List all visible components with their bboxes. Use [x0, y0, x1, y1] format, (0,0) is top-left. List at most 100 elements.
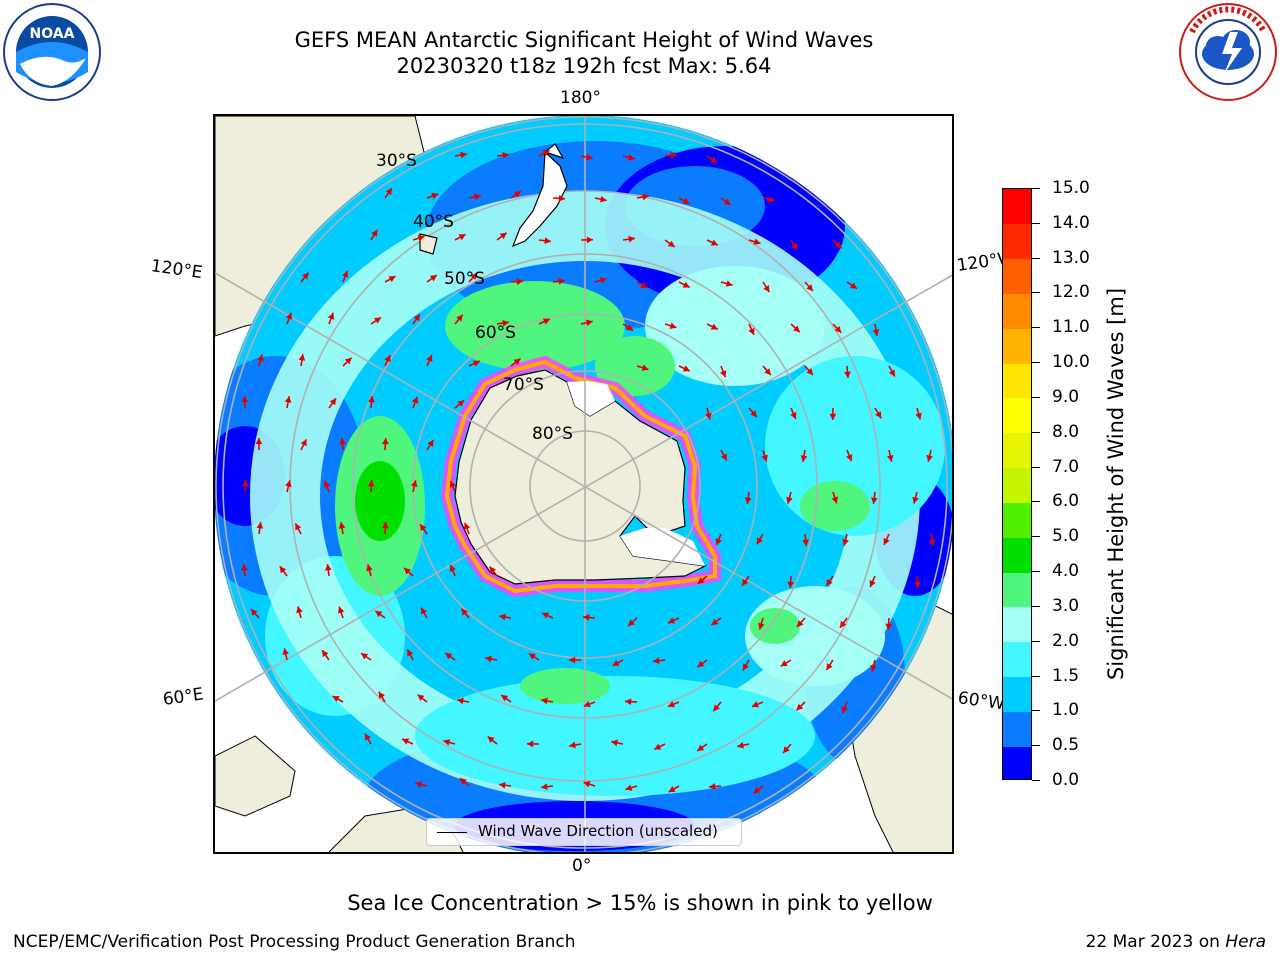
wave-direction-arrowhead [585, 319, 593, 326]
wave-direction-arrowhead [257, 354, 264, 362]
wave-direction-arrowhead [542, 612, 550, 619]
wave-direction-arrowhead [361, 653, 369, 660]
colorbar-tick-label: 4.0 [1052, 561, 1080, 582]
wave-direction-arrowhead [793, 325, 800, 333]
wave-direction-arrowhead [388, 276, 396, 283]
wave-direction-arrowhead [753, 238, 761, 245]
wave-direction-arrowhead [737, 741, 744, 749]
wave-direction-arrowhead [750, 410, 757, 418]
wave-direction-arrowhead [375, 610, 383, 618]
wave-direction-arrowhead [544, 237, 551, 245]
wave-direction-arrowhead [753, 786, 761, 794]
wave-direction-arrowhead [800, 455, 808, 462]
wave-direction-arrowhead [802, 539, 809, 546]
wave-direction-arrowhead [516, 278, 523, 285]
lon-label-upper-left: 120°E [149, 256, 204, 284]
wave-direction-arrowhead [445, 652, 453, 660]
wave-direction-arrowhead [366, 564, 373, 572]
colorbar-tick [1032, 501, 1040, 503]
colorbar-tick-label: 5.0 [1052, 526, 1080, 547]
wave-direction-arrowhead [413, 314, 420, 322]
wave-direction-arrowhead [502, 151, 509, 159]
wave-direction-arrowhead [255, 438, 263, 445]
wave-direction-arrowhead [791, 243, 798, 251]
wave-direction-arrowhead [926, 454, 933, 462]
wave-direction-arrowhead [758, 622, 765, 630]
wave-direction-arrowhead [720, 370, 727, 378]
colorbar-title: Significant Height of Wind Waves [m] [1104, 287, 1128, 681]
wave-direction-arrowhead [839, 620, 847, 628]
colorbar-tick [1032, 605, 1040, 607]
colorbar-tick-label: 7.0 [1052, 456, 1080, 477]
wave-direction-arrowhead [368, 396, 375, 403]
map-legend: Wind Wave Direction (unscaled) [426, 818, 742, 846]
wave-direction-arrowhead [668, 617, 676, 624]
colorbar-segment [1003, 328, 1031, 364]
wave-direction-arrowhead [844, 371, 851, 378]
wave-direction-arrowhead [499, 232, 507, 240]
wave-direction-arrowhead [611, 739, 618, 747]
wave-direction-arrowhead [748, 327, 755, 335]
wave-direction-arrowhead [487, 736, 495, 743]
footer-credit: NCEP/EMC/Verification Post Processing Pr… [13, 932, 576, 952]
wave-direction-arrowhead [472, 360, 480, 367]
wave-direction-arrowhead [385, 188, 392, 196]
wave-direction-arrowhead [831, 496, 839, 504]
wave-direction-arrowhead [669, 322, 677, 329]
wave-direction-arrowhead [710, 323, 718, 330]
colorbar-tick-label: 10.0 [1052, 352, 1090, 373]
colorbar-tick [1032, 640, 1040, 642]
wave-direction-arrowhead [914, 581, 921, 588]
lat-label-40s: 40°S [413, 212, 454, 232]
wave-direction-arrowhead [720, 453, 727, 461]
colorbar-tick [1032, 188, 1040, 189]
wave-direction-arrowhead [761, 454, 768, 462]
wave-direction-arrowhead [431, 192, 439, 200]
wave-direction-arrowhead [725, 280, 733, 287]
legend-line-sample [437, 832, 467, 833]
colorbar-tick-label: 11.0 [1052, 317, 1090, 338]
wave-direction-arrowhead [528, 653, 536, 660]
wave-direction-arrowhead [322, 650, 329, 658]
wave-direction-arrowhead [427, 439, 434, 447]
wave-direction-arrowhead [542, 150, 550, 157]
wave-direction-arrowhead [300, 439, 307, 447]
colorbar-tick-label: 9.0 [1052, 386, 1080, 407]
lon-label-lower-right: 60°W [956, 688, 1006, 715]
wave-direction-arrowhead [667, 240, 675, 248]
wave-direction-arrowhead [667, 701, 675, 708]
wave-direction-arrowhead [841, 706, 848, 714]
wave-direction-arrowhead [474, 193, 481, 201]
colorbar-tick [1032, 431, 1040, 433]
wave-direction-arrowhead [583, 614, 590, 621]
wave-direction-arrowhead [285, 312, 293, 320]
colorbar [1002, 188, 1032, 780]
wave-direction-arrowhead [241, 480, 249, 487]
wave-direction-arrowhead [709, 783, 716, 790]
wave-direction-arrowhead [384, 355, 391, 363]
colorbar-segment [1003, 537, 1031, 573]
colorbar-tick-label: 6.0 [1052, 491, 1080, 512]
wave-direction-arrowhead [626, 324, 634, 331]
colorbar-tick-label: 13.0 [1052, 247, 1090, 268]
wave-direction-arrowhead [296, 606, 303, 614]
lat-label-30s: 30°S [376, 151, 417, 171]
colorbar-segment [1003, 467, 1031, 503]
wave-direction-arrowhead [834, 325, 842, 333]
wave-direction-arrowhead [426, 354, 433, 362]
wave-direction-arrowhead [459, 778, 467, 785]
wave-direction-arrowhead [241, 396, 249, 403]
map-frame [213, 114, 954, 854]
wave-direction-arrowhead [787, 581, 794, 588]
wave-direction-arrowhead [381, 522, 389, 529]
wave-direction-arrowhead [458, 234, 466, 241]
wave-direction-arrowhead [411, 396, 419, 404]
lat-label-70s: 70°S [503, 375, 544, 395]
wave-direction-arrowhead [443, 739, 451, 746]
wave-direction-arrowhead [705, 412, 712, 420]
wave-direction-arrowhead [682, 197, 690, 204]
colorbar-tick [1032, 536, 1040, 538]
wave-direction-arrowhead [541, 697, 548, 705]
wave-direction-arrowhead [324, 564, 332, 571]
wave-direction-arrowhead [327, 312, 335, 320]
